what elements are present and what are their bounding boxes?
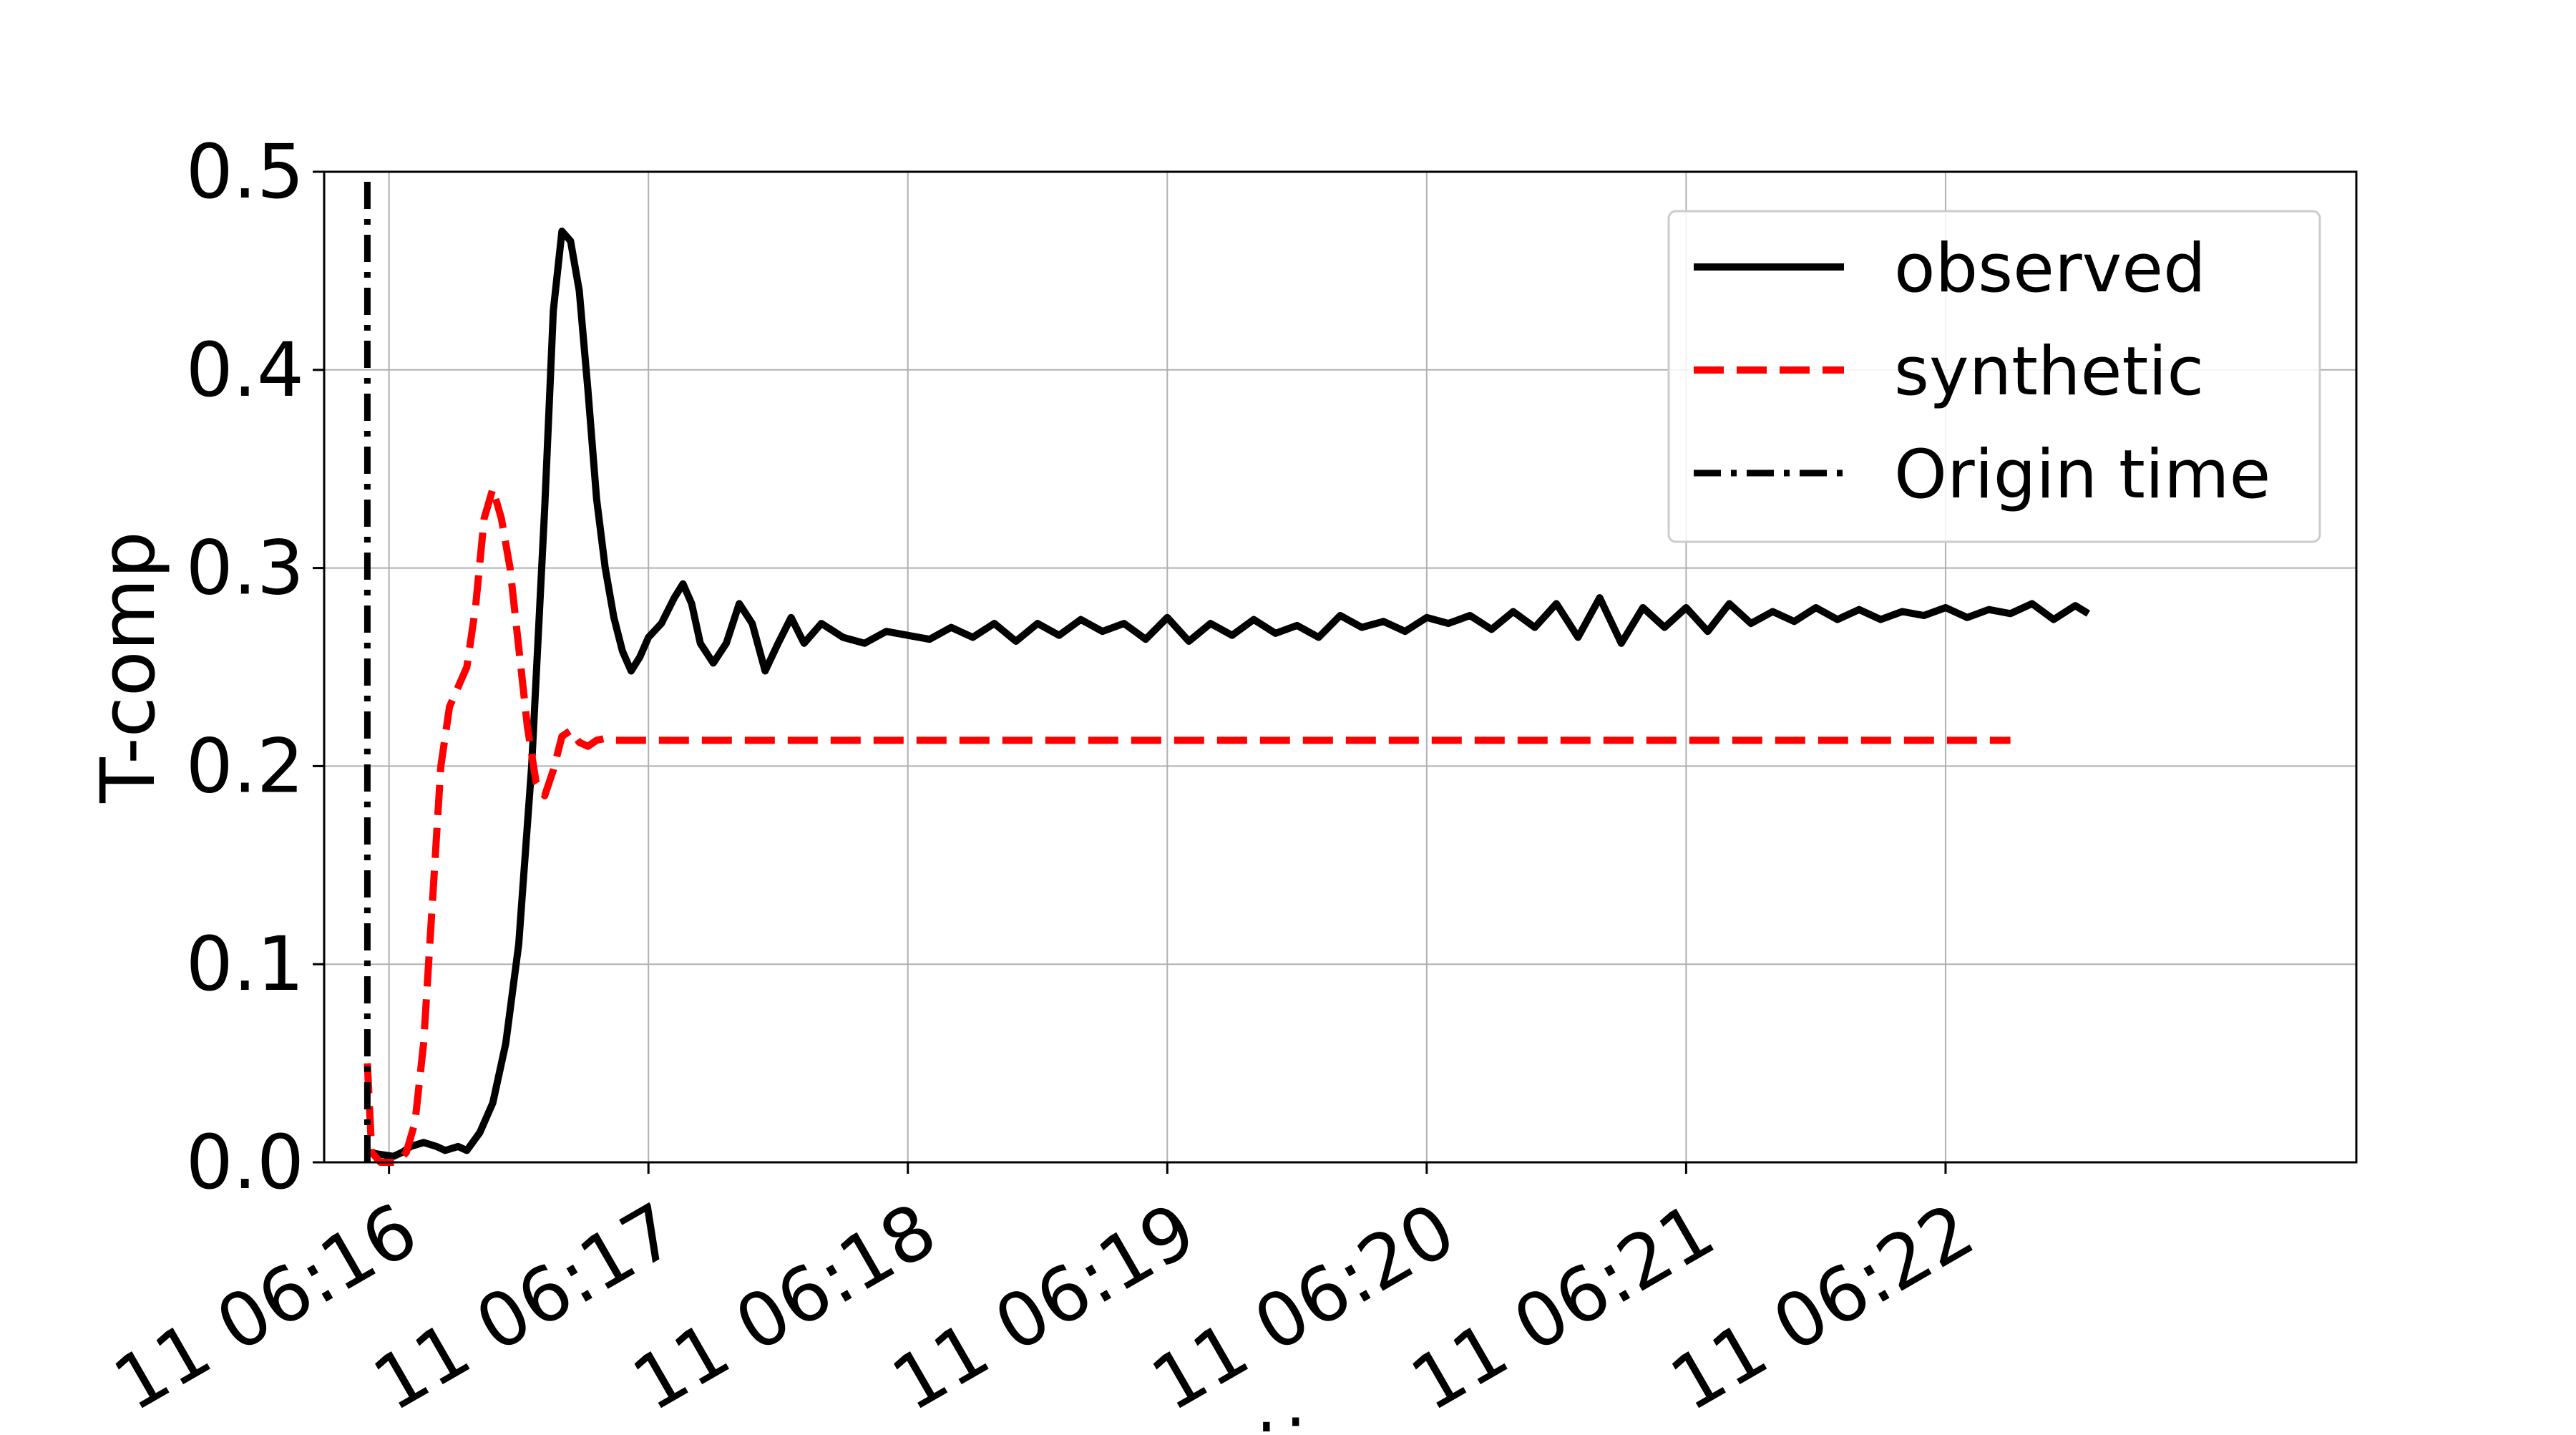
- y-tick-label: 0.2: [186, 722, 304, 809]
- x-axis-label: time: [1257, 1405, 1425, 1431]
- grid-lines: [324, 171, 2356, 1163]
- data-series: [364, 172, 2091, 1166]
- y-tick-label: 0.5: [186, 128, 304, 215]
- legend-label-observed: observed: [1894, 230, 2206, 308]
- legend: observed synthetic Origin time: [1667, 210, 2321, 543]
- y-tick-label: 0.3: [186, 525, 304, 612]
- legend-label-synthetic: synthetic: [1894, 333, 2204, 411]
- plot-area-frame: [323, 170, 2358, 1164]
- y-axis-ticks: 0.0 0.1 0.2 0.3 0.4 0.5: [186, 128, 324, 1206]
- y-tick-label: 0.0: [186, 1119, 304, 1206]
- series-line-observed: [366, 228, 2091, 1160]
- legend-box: [1667, 210, 2321, 543]
- series-line-synthetic: [364, 485, 2011, 1166]
- y-tick-label: 0.1: [186, 920, 304, 1008]
- legend-label-origin-time: Origin time: [1894, 436, 2270, 514]
- y-axis-label: T-comp: [84, 531, 172, 804]
- y-tick-label: 0.4: [186, 326, 304, 414]
